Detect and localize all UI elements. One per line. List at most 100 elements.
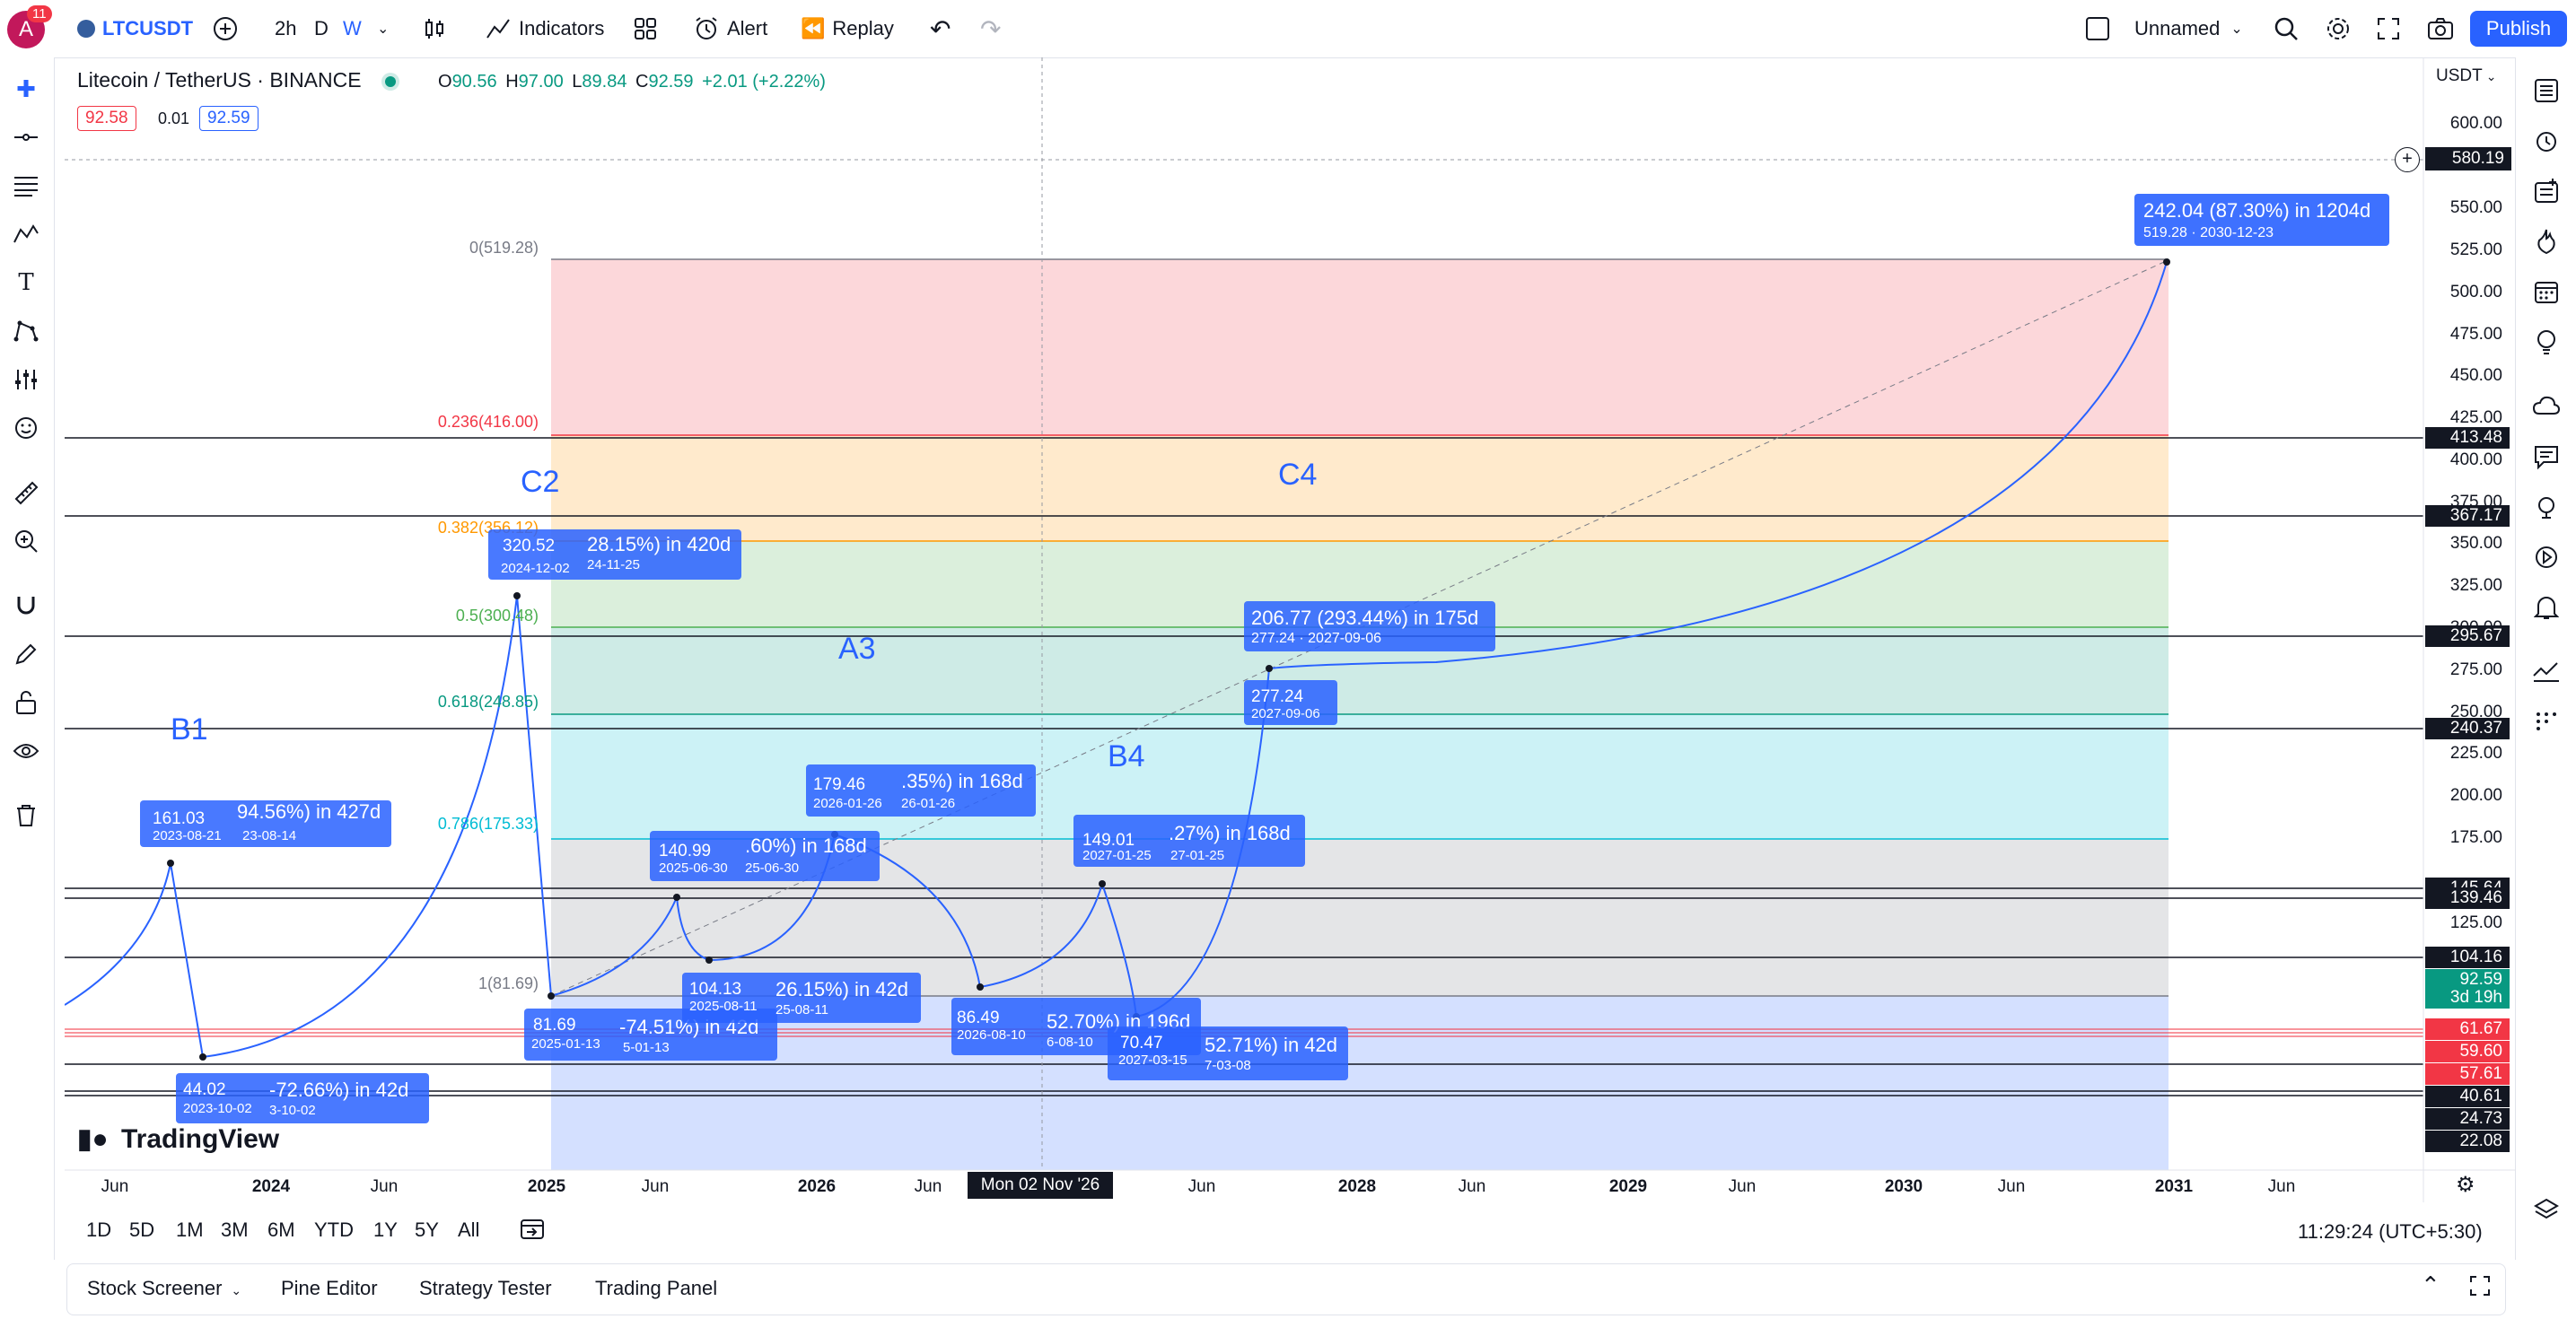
- calendar-button[interactable]: [2529, 275, 2563, 309]
- notifications-button[interactable]: [2529, 590, 2563, 625]
- ideas-button[interactable]: [2529, 325, 2563, 359]
- alert-button[interactable]: Alert: [693, 0, 767, 57]
- callout-sub: 2023-08-21: [153, 828, 222, 843]
- snapshot-button[interactable]: [2427, 0, 2454, 57]
- price-tick-label: 525.00: [2449, 240, 2502, 259]
- callout-320[interactable]: 320.52 2024-12-02 28.15%) in 420d 24-11-…: [488, 529, 741, 580]
- tab-trading-panel[interactable]: Trading Panel: [595, 1277, 717, 1300]
- fullscreen-button[interactable]: [2377, 0, 2400, 57]
- hotlists-button[interactable]: [2529, 224, 2563, 258]
- clock[interactable]: 11:29:24 (UTC+5:30): [2298, 1220, 2483, 1243]
- range-button-6m[interactable]: 6M: [267, 1219, 295, 1241]
- callout-70[interactable]: 70.47 2027-03-15 52.71%) in 42d 7-03-08: [1108, 1026, 1348, 1080]
- remove-drawings-tool[interactable]: [11, 800, 41, 831]
- callout-104[interactable]: 104.13 2025-08-11 26.15%) in 42d 25-08-1…: [682, 973, 921, 1023]
- range-button-1y[interactable]: 1Y: [373, 1219, 398, 1241]
- replay-button[interactable]: ⏪ Replay: [801, 0, 894, 57]
- interval-2h-button[interactable]: 2h: [275, 0, 296, 57]
- chart-type-button[interactable]: [422, 0, 447, 57]
- pattern-tool[interactable]: [11, 219, 41, 249]
- forecast-tool[interactable]: [11, 364, 41, 395]
- time-axis[interactable]: Jun 2024 Jun 2025 Jun 2026 Jun Jun 2028 Jun 2029 Ju…: [65, 1170, 2423, 1204]
- price-tick-label: 450.00: [2449, 366, 2502, 385]
- more-widgets-button[interactable]: [2529, 703, 2563, 738]
- maximize-panel-button[interactable]: [2469, 1275, 2491, 1302]
- price-tick-label: 200.00: [2449, 786, 2502, 805]
- grid-icon: [635, 18, 656, 39]
- callout-149[interactable]: 149.01 2027-01-25 .27%) in 168d 27-01-25: [1073, 815, 1305, 867]
- interval-dropdown[interactable]: ⌄: [377, 0, 389, 57]
- collapse-panel-button[interactable]: ⌃: [2421, 1271, 2440, 1299]
- add-list-icon: [2535, 179, 2558, 203]
- streams-button[interactable]: [2529, 490, 2563, 524]
- templates-button[interactable]: [634, 0, 657, 57]
- compare-symbol-button[interactable]: [212, 0, 239, 57]
- trading-ideas-button[interactable]: [2529, 653, 2563, 687]
- fib-tool[interactable]: [11, 170, 41, 201]
- undo-button[interactable]: ↶: [930, 0, 951, 57]
- sell-price-button[interactable]: 92.58: [77, 106, 136, 131]
- range-button-1m[interactable]: 1M: [176, 1219, 204, 1241]
- visibility-tool[interactable]: [11, 736, 41, 766]
- watchlist-button[interactable]: [2529, 74, 2563, 108]
- range-button-1d[interactable]: 1D: [86, 1219, 112, 1241]
- tab-pine-editor[interactable]: Pine Editor: [281, 1277, 378, 1300]
- range-button-ytd[interactable]: YTD: [314, 1219, 354, 1241]
- callout-277[interactable]: 277.24 2027-09-06: [1244, 680, 1337, 725]
- tab-strategy-tester[interactable]: Strategy Tester: [419, 1277, 552, 1300]
- range-button-5d[interactable]: 5D: [129, 1219, 155, 1241]
- callout-161[interactable]: 161.03 2023-08-21 94.56%) in 427d 23-08-…: [140, 800, 391, 847]
- drawing-mode-tool[interactable]: [11, 639, 41, 669]
- object-tree-button[interactable]: [2529, 174, 2563, 208]
- callout-sub: 2025-08-11: [689, 999, 758, 1014]
- messages-button[interactable]: [2529, 440, 2563, 474]
- price-line-label: 104.16: [2425, 947, 2510, 968]
- settings-button[interactable]: [2325, 0, 2352, 57]
- callout-44[interactable]: 44.02 2023-10-02 -72.66%) in 42d 3-10-02: [176, 1073, 429, 1123]
- buy-price-button[interactable]: 92.59: [199, 106, 258, 131]
- interval-d-button[interactable]: D: [314, 0, 329, 57]
- indicators-button[interactable]: Indicators: [485, 0, 604, 57]
- range-button-3m[interactable]: 3M: [221, 1219, 249, 1241]
- symbol-search[interactable]: LTCUSDT: [77, 0, 193, 57]
- callout-sub: 2027-03-15: [1118, 1053, 1187, 1068]
- alerts-panel-button[interactable]: [2529, 124, 2563, 158]
- lock-tool[interactable]: [11, 687, 41, 718]
- tab-stock-screener[interactable]: Stock Screener ⌄: [87, 1277, 241, 1300]
- zoom-tool[interactable]: [11, 526, 41, 556]
- magnet-tool[interactable]: [11, 590, 41, 621]
- layout-button[interactable]: Unnamed ⌄: [2086, 0, 2243, 57]
- callout-140[interactable]: 140.99 2025-06-30 .60%) in 168d 25-06-30: [650, 831, 880, 881]
- callout-extra: .35%) in 168d: [901, 770, 1023, 792]
- symbol-name: LTCUSDT: [102, 17, 194, 39]
- crosshair-tool[interactable]: ✚: [11, 74, 41, 104]
- time-tick-label: 2026: [797, 1177, 837, 1196]
- layers-button[interactable]: [2529, 1193, 2563, 1227]
- range-button-5y[interactable]: 5Y: [415, 1219, 439, 1241]
- range-button-all[interactable]: All: [458, 1219, 480, 1241]
- ask-value: 92.59: [207, 109, 250, 127]
- callout-179[interactable]: 179.46 2026-01-26 .35%) in 168d 26-01-26: [806, 764, 1036, 817]
- text-tool[interactable]: T: [11, 267, 41, 298]
- pattern-draw-tool[interactable]: [11, 316, 41, 346]
- icon-tool[interactable]: [11, 413, 41, 443]
- go-to-date-button[interactable]: [519, 1217, 546, 1246]
- chats-button[interactable]: [2529, 389, 2563, 424]
- price-axis[interactable]: USDT ⌄ 600.00 550.00 525.00 500.00 475.00 450.…: [2423, 57, 2515, 1170]
- callout-main: 104.13: [689, 980, 741, 999]
- publish-button[interactable]: Publish: [2470, 11, 2567, 47]
- trend-line-tool[interactable]: [11, 122, 41, 153]
- callout-206[interactable]: 206.77 (293.44%) in 175d 277.24 · 2027-0…: [1244, 601, 1495, 651]
- callout-242[interactable]: 242.04 (87.30%) in 1204d 519.28 · 2030-1…: [2134, 194, 2389, 246]
- currency-label[interactable]: USDT ⌄: [2436, 66, 2496, 86]
- live-button[interactable]: [2529, 540, 2563, 574]
- chart-settings-button[interactable]: ⚙: [2456, 1172, 2475, 1198]
- add-price-line-icon[interactable]: +: [2395, 147, 2420, 172]
- redo-button[interactable]: ↷: [980, 0, 1001, 57]
- price-tick-label: 500.00: [2449, 283, 2502, 301]
- sliders-icon: [15, 370, 37, 389]
- search-button[interactable]: [2273, 0, 2300, 57]
- interval-w-button[interactable]: W: [343, 0, 362, 57]
- measure-tool[interactable]: [11, 477, 41, 508]
